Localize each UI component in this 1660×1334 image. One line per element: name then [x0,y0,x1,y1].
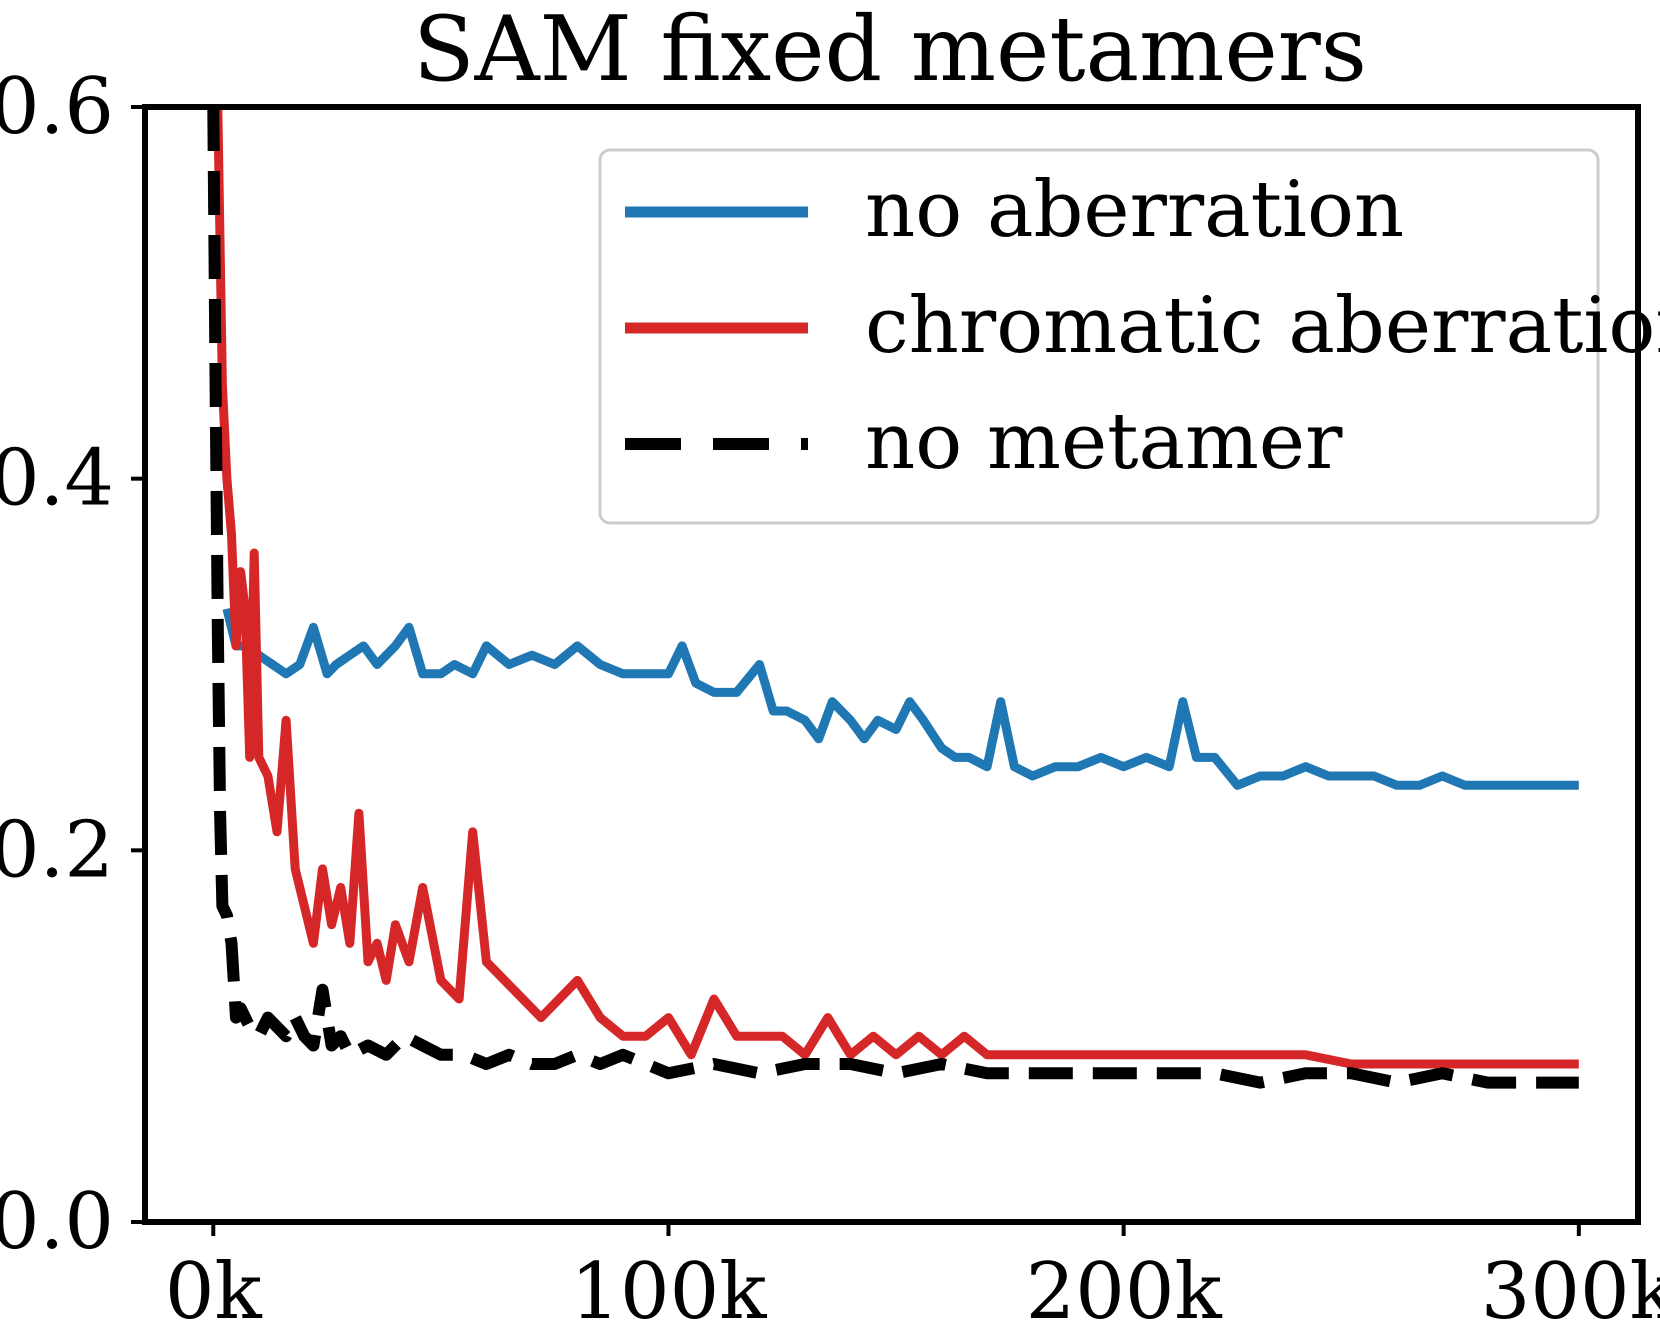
series-line-chromatic-aberration [213,107,1579,1069]
plot-frame [142,104,1641,1225]
legend-frame [598,148,1600,525]
y-tick-label: 0.2 [0,805,114,895]
series-line-no-metamer [207,107,1579,1089]
y-tick-label: 0.4 [0,434,114,524]
axis-ticks: 0k 100k 200k 300k 0.0 0.2 0.4 0.6 [0,62,1660,1334]
series-line-no-aberration [222,607,1579,790]
y-tick-label: 0.6 [0,62,114,152]
y-tick-label: 0.0 [0,1177,114,1267]
x-tick-label: 0k [165,1247,263,1334]
series-layer [207,107,1579,1089]
x-tick-label: 200k [1026,1247,1223,1334]
x-tick-label: 100k [570,1247,767,1334]
chart-title: SAM fixed metamers [413,0,1367,102]
legend: no aberration chromatic aberration no meta… [598,148,1660,525]
x-tick-label: 300k [1481,1247,1660,1334]
legend-label-chromatic-aberration: chromatic aberration [865,281,1660,371]
legend-label-no-metamer: no metamer [865,397,1343,487]
legend-label-no-aberration: no aberration [865,165,1404,255]
